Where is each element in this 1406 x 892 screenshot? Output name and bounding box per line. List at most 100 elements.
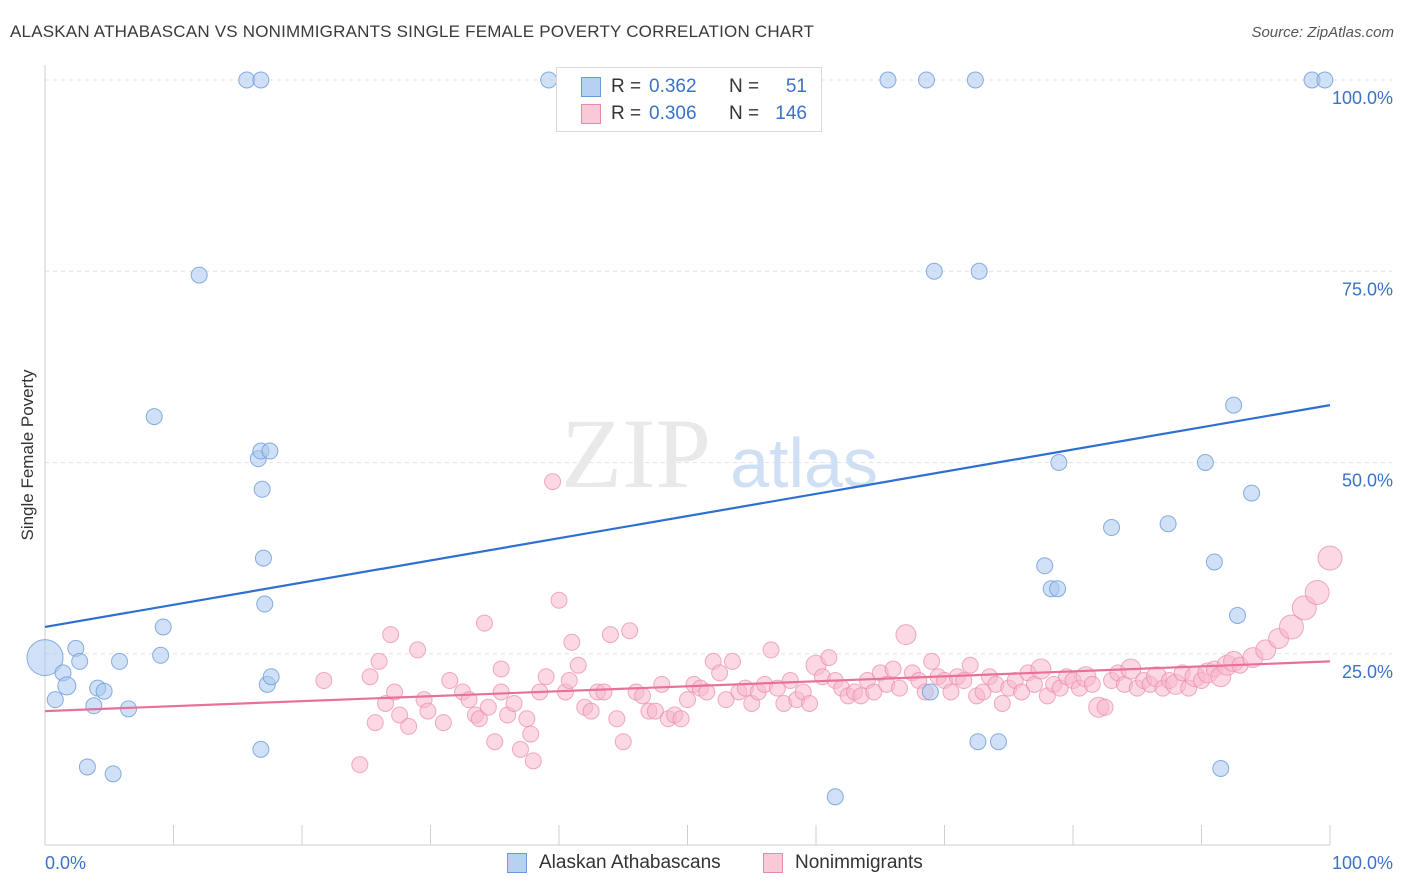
data-point-nonimmigrants bbox=[762, 641, 780, 659]
data-point-alaskan-athabascans bbox=[826, 788, 844, 806]
data-point-nonimmigrants bbox=[361, 668, 379, 686]
series-nonimmigrants bbox=[315, 473, 1343, 774]
data-point-alaskan-athabascans bbox=[254, 549, 272, 567]
data-point-alaskan-athabascans bbox=[925, 262, 943, 280]
data-point-alaskan-athabascans bbox=[253, 480, 271, 498]
data-point-nonimmigrants bbox=[993, 694, 1011, 712]
data-point-nonimmigrants bbox=[479, 698, 497, 716]
data-point-nonimmigrants bbox=[434, 714, 452, 732]
data-point-nonimmigrants bbox=[315, 672, 333, 690]
data-point-nonimmigrants bbox=[366, 714, 384, 732]
data-point-nonimmigrants bbox=[1083, 675, 1101, 693]
data-point-alaskan-athabascans bbox=[238, 71, 256, 89]
data-point-alaskan-athabascans bbox=[879, 71, 897, 89]
legend-swatch-blue bbox=[581, 77, 601, 97]
data-point-nonimmigrants bbox=[884, 660, 902, 678]
data-point-alaskan-athabascans bbox=[190, 266, 208, 284]
data-point-nonimmigrants bbox=[634, 687, 652, 705]
legend-item-nonimmigrants[interactable]: Nonimmigrants bbox=[763, 852, 923, 874]
data-point-nonimmigrants bbox=[974, 683, 992, 701]
y-axis-label: Single Female Poverty bbox=[18, 369, 37, 541]
data-point-nonimmigrants bbox=[698, 683, 716, 701]
data-point-alaskan-athabascans bbox=[1050, 454, 1068, 471]
data-point-nonimmigrants bbox=[801, 694, 819, 712]
data-point-alaskan-athabascans bbox=[921, 683, 939, 701]
data-point-nonimmigrants bbox=[595, 683, 613, 701]
data-point-nonimmigrants bbox=[768, 679, 786, 697]
data-point-alaskan-athabascans bbox=[152, 646, 170, 664]
data-point-alaskan-athabascans bbox=[262, 668, 280, 686]
data-point-nonimmigrants bbox=[672, 710, 690, 728]
data-point-nonimmigrants bbox=[563, 633, 581, 651]
data-point-nonimmigrants bbox=[419, 702, 437, 720]
data-point-nonimmigrants bbox=[382, 626, 400, 644]
legend-r-label: R = bbox=[611, 76, 642, 97]
legend-n-label: N = bbox=[729, 103, 760, 124]
data-point-nonimmigrants bbox=[400, 717, 418, 735]
tick-labels: 25.0% 50.0% 75.0% 100.0% 0.0% 100.0% bbox=[45, 88, 1393, 873]
legend-item-alaskan-athabascans[interactable]: Alaskan Athabascans bbox=[507, 852, 721, 874]
legend-row-athabascan: R = 0.362 N = 51 bbox=[581, 74, 807, 100]
data-point-alaskan-athabascans bbox=[1103, 519, 1121, 537]
data-point-alaskan-athabascans bbox=[1159, 515, 1177, 533]
legend-swatch-blue bbox=[507, 853, 527, 873]
data-point-nonimmigrants bbox=[351, 756, 369, 774]
data-point-alaskan-athabascans bbox=[261, 442, 279, 460]
data-point-nonimmigrants bbox=[475, 614, 493, 632]
data-point-nonimmigrants bbox=[711, 664, 729, 682]
data-point-nonimmigrants bbox=[522, 725, 540, 743]
data-point-nonimmigrants bbox=[1317, 545, 1343, 571]
data-point-nonimmigrants bbox=[505, 694, 523, 712]
data-point-nonimmigrants bbox=[723, 652, 741, 670]
legend-swatch-pink bbox=[581, 104, 601, 124]
legend-n-value: 146 bbox=[775, 103, 807, 124]
data-point-nonimmigrants bbox=[891, 679, 909, 697]
data-point-nonimmigrants bbox=[441, 672, 459, 690]
data-point-nonimmigrants bbox=[865, 683, 883, 701]
data-point-alaskan-athabascans bbox=[78, 758, 96, 776]
data-point-alaskan-athabascans bbox=[1196, 454, 1214, 471]
data-point-alaskan-athabascans bbox=[252, 71, 270, 89]
grid bbox=[45, 79, 1392, 655]
data-point-alaskan-athabascans bbox=[57, 676, 77, 696]
data-point-nonimmigrants bbox=[377, 694, 395, 712]
data-point-nonimmigrants bbox=[614, 733, 632, 751]
legend-swatch-pink bbox=[763, 853, 783, 873]
chart-title: ALASKAN ATHABASCAN VS NONIMMIGRANTS SING… bbox=[10, 22, 815, 41]
data-point-nonimmigrants bbox=[524, 752, 542, 770]
x-tick-label: 100.0% bbox=[1332, 853, 1393, 873]
series-legend: Alaskan Athabascans Nonimmigrants bbox=[0, 852, 1406, 878]
data-point-nonimmigrants bbox=[1278, 614, 1304, 640]
data-point-alaskan-athabascans bbox=[104, 765, 122, 783]
data-point-nonimmigrants bbox=[717, 691, 735, 709]
data-point-alaskan-athabascans bbox=[1228, 607, 1246, 624]
y-tick-label: 50.0% bbox=[1342, 471, 1393, 491]
legend-n-value: 51 bbox=[785, 76, 807, 97]
data-point-nonimmigrants bbox=[486, 733, 504, 751]
watermark-atlas: atlas bbox=[730, 424, 878, 502]
data-point-alaskan-athabascans bbox=[252, 740, 270, 758]
data-point-alaskan-athabascans bbox=[26, 639, 64, 677]
data-point-nonimmigrants bbox=[895, 624, 917, 646]
data-point-alaskan-athabascans bbox=[145, 408, 163, 426]
trend-line-alaskan-athabascans bbox=[44, 404, 1331, 629]
data-point-nonimmigrants bbox=[492, 683, 510, 701]
data-point-nonimmigrants bbox=[961, 656, 979, 674]
data-point-nonimmigrants bbox=[544, 473, 562, 491]
data-point-alaskan-athabascans bbox=[71, 652, 89, 670]
legend-label: Nonimmigrants bbox=[795, 852, 923, 873]
data-point-alaskan-athabascans bbox=[1036, 557, 1054, 575]
data-point-nonimmigrants bbox=[1013, 683, 1031, 701]
x-tick-label: 0.0% bbox=[45, 853, 86, 873]
data-point-alaskan-athabascans bbox=[989, 733, 1007, 751]
data-point-nonimmigrants bbox=[923, 652, 941, 670]
y-tick-label: 75.0% bbox=[1342, 279, 1393, 299]
legend-r-value: 0.362 bbox=[649, 76, 697, 97]
data-point-nonimmigrants bbox=[942, 683, 960, 701]
data-point-nonimmigrants bbox=[470, 710, 488, 728]
legend-r-value: 0.306 bbox=[649, 103, 697, 124]
data-point-nonimmigrants bbox=[560, 672, 578, 690]
data-point-nonimmigrants bbox=[511, 740, 529, 758]
legend-r-label: R = bbox=[611, 103, 642, 124]
data-point-alaskan-athabascans bbox=[1212, 760, 1230, 777]
